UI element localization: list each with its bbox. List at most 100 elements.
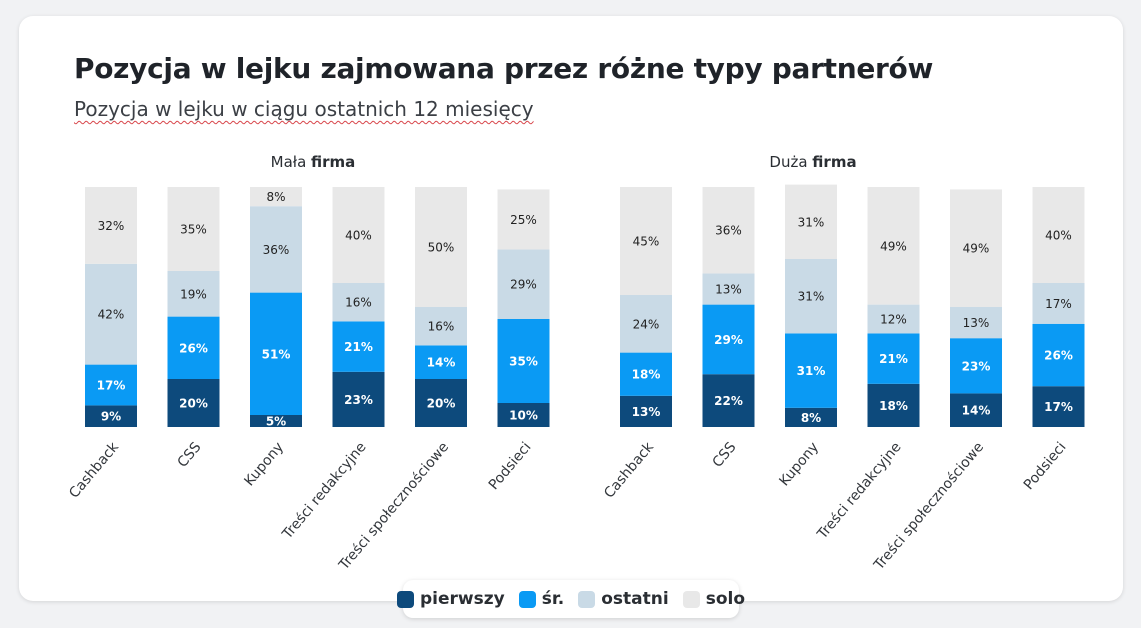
- data-label: 45%: [633, 235, 660, 249]
- bar-segment-pierwszy: [250, 415, 302, 427]
- legend-swatch-solo: [682, 590, 700, 608]
- data-label: 29%: [714, 333, 743, 347]
- category-label: Podsieci: [1021, 439, 1070, 493]
- data-label: 17%: [1044, 400, 1073, 414]
- bar-segment-sr: [332, 321, 385, 372]
- chart-panel-2: Duża firma 13% 18% 24% 45% Cashback 22% 29% 13% 3…: [601, 153, 1085, 574]
- legend-swatch-ostatni: [578, 590, 596, 608]
- bar-segment-ostatni: [167, 271, 220, 317]
- bar-segment-solo: [332, 187, 385, 283]
- category-label: Kupony: [241, 439, 287, 489]
- category-label: Treści redakcyjne: [279, 439, 370, 543]
- category-label: Cashback: [601, 439, 657, 502]
- bar-segment-ostatni: [867, 304, 920, 334]
- data-label: 49%: [963, 242, 990, 256]
- chart-subtitle: Pozycja w lejku w ciągu ostatnich 12 mie…: [74, 97, 534, 121]
- data-label: 16%: [345, 296, 372, 310]
- panel-title-prefix: Mała: [271, 153, 311, 171]
- data-label: 8%: [266, 190, 285, 204]
- chart-title: Pozycja w lejku zajmowana przez różne ty…: [74, 52, 934, 85]
- bar-segment-solo: [702, 187, 755, 274]
- bar-segment-ostatni: [1032, 283, 1085, 324]
- bar-segment-solo: [785, 184, 837, 259]
- bar-segment-pierwszy: [702, 374, 755, 427]
- data-label: 35%: [180, 223, 207, 237]
- bar-segment-sr: [250, 292, 302, 415]
- bar-segment-pierwszy: [950, 393, 1002, 427]
- bar-segment-sr: [785, 333, 837, 408]
- bar-segment-solo: [250, 187, 302, 207]
- data-label: 17%: [1045, 297, 1072, 311]
- legend-label: pierwszy: [419, 589, 505, 609]
- category-label: Kupony: [776, 439, 822, 489]
- data-label: 36%: [715, 224, 742, 238]
- data-label: 13%: [715, 283, 742, 297]
- data-label: 19%: [180, 287, 207, 301]
- data-label: 23%: [344, 393, 373, 407]
- bar-segment-sr: [85, 364, 137, 406]
- bar-segment-ostatni: [950, 307, 1002, 339]
- bar-segment-sr: [1032, 323, 1085, 387]
- data-label: 20%: [179, 397, 208, 411]
- data-label: 26%: [1044, 349, 1073, 363]
- data-label: 31%: [798, 215, 825, 229]
- bar-segment-solo: [867, 187, 920, 305]
- bar-segment-pierwszy: [867, 383, 920, 427]
- bar-segment-solo: [1032, 187, 1085, 283]
- data-label: 35%: [509, 355, 538, 369]
- bar-segment-sr: [497, 319, 550, 403]
- data-label: 24%: [633, 317, 660, 331]
- bar-segment-ostatni: [415, 307, 467, 346]
- data-label: 13%: [963, 316, 990, 330]
- panel-title-bold: firma: [812, 153, 856, 171]
- bar-segment-pierwszy: [167, 379, 220, 427]
- data-label: 31%: [797, 364, 826, 378]
- data-label: 32%: [98, 219, 125, 233]
- legend-label: śr.: [541, 589, 565, 609]
- data-label: 8%: [801, 411, 821, 425]
- data-label: 42%: [98, 308, 125, 322]
- category-label: Podsieci: [486, 439, 535, 493]
- bar-segment-pierwszy: [620, 395, 672, 427]
- data-label: 14%: [427, 356, 456, 370]
- bar-segment-ostatni: [785, 259, 837, 334]
- bar-segment-solo: [950, 189, 1002, 307]
- bar-segment-solo: [167, 187, 220, 271]
- panel-title: Mała firma: [271, 153, 356, 171]
- bar-segment-solo: [620, 187, 672, 295]
- bar-segment-sr: [867, 333, 920, 384]
- data-label: 31%: [798, 290, 825, 304]
- data-label: 49%: [880, 239, 907, 253]
- data-label: 9%: [101, 410, 121, 424]
- panel-title-prefix: Duża: [769, 153, 812, 171]
- bar-segment-sr: [415, 345, 467, 379]
- legend-label: solo: [705, 589, 746, 609]
- chart-panel-1: Mała firma 9% 17% 42% 32% Cashback 20% 26% 19% 35…: [66, 153, 550, 574]
- category-label: CSS: [175, 439, 205, 470]
- legend-item-sr[interactable]: śr.: [518, 589, 565, 609]
- bar-segment-ostatni: [250, 206, 302, 293]
- data-label: 51%: [262, 347, 291, 361]
- data-label: 22%: [714, 394, 743, 408]
- legend-item-solo[interactable]: solo: [682, 589, 746, 609]
- data-label: 18%: [632, 368, 661, 382]
- data-label: 29%: [510, 278, 537, 292]
- category-label: CSS: [710, 439, 740, 470]
- legend-item-ostatni[interactable]: ostatni: [578, 589, 669, 609]
- bar-segment-ostatni: [620, 295, 672, 353]
- bar-segment-pierwszy: [415, 379, 467, 427]
- data-label: 21%: [879, 352, 908, 366]
- legend-swatch-sr: [518, 590, 536, 608]
- legend-item-pierwszy[interactable]: pierwszy: [396, 589, 505, 609]
- bar-segment-sr: [167, 316, 220, 379]
- bar-segment-sr: [950, 338, 1002, 394]
- data-label: 5%: [266, 415, 286, 429]
- bar-segment-ostatni: [702, 273, 755, 305]
- data-label: 10%: [509, 409, 538, 423]
- bar-segment-ostatni: [85, 263, 137, 365]
- bar-segment-pierwszy: [785, 407, 837, 427]
- data-label: 36%: [263, 243, 290, 257]
- category-label: Treści redakcyjne: [814, 439, 905, 543]
- data-label: 14%: [962, 404, 991, 418]
